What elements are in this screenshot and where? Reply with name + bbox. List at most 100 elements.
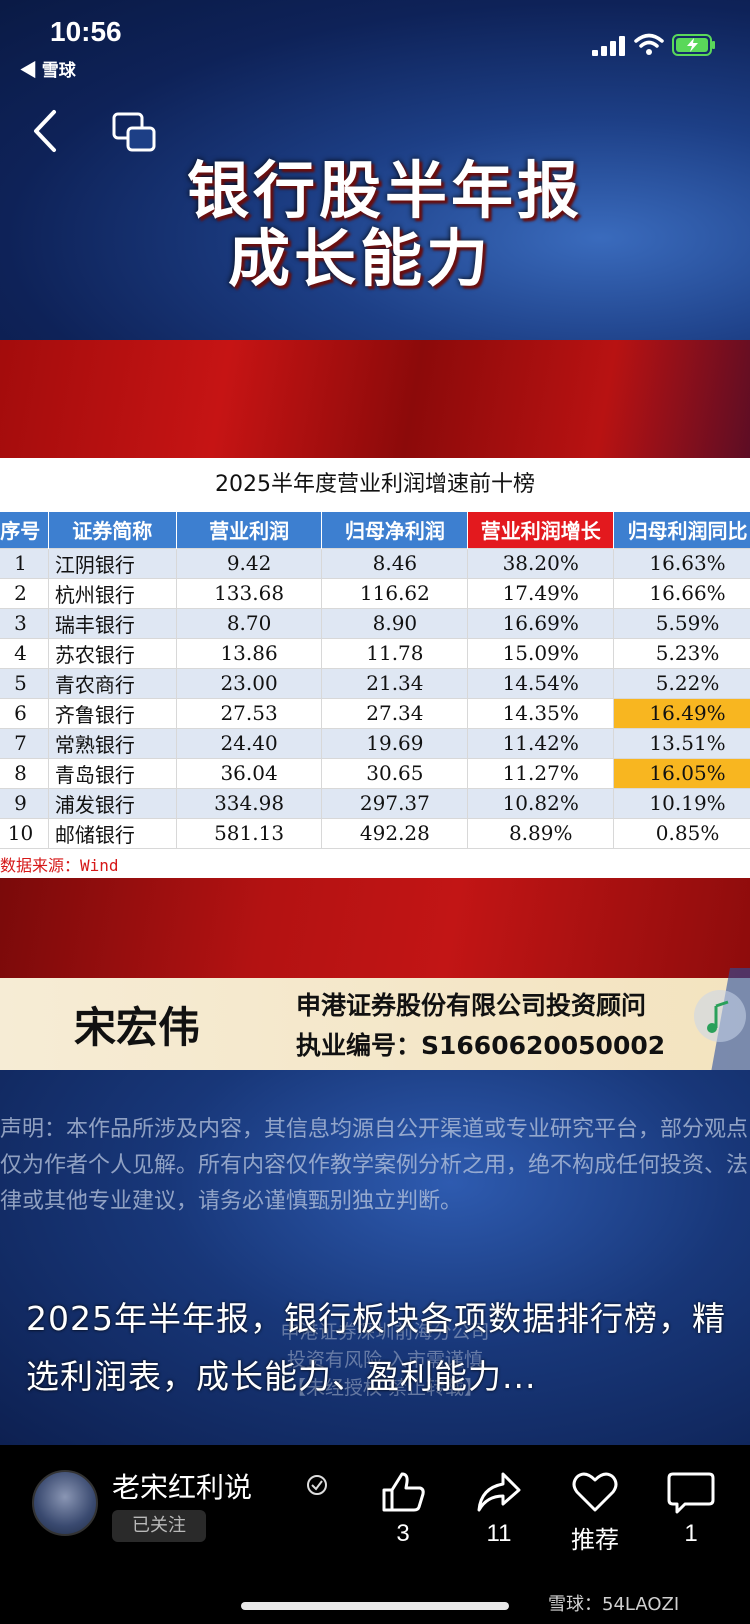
table-cell-op-growth: 11.27% bbox=[467, 757, 615, 789]
home-indicator[interactable] bbox=[241, 1602, 509, 1610]
table-cell-rank: 1 bbox=[0, 547, 49, 579]
comment-icon bbox=[667, 1472, 715, 1514]
table-cell-op-growth: 17.49% bbox=[467, 577, 615, 609]
table-row: 5 青农商行 23.00 21.34 14.54% 5.22% bbox=[0, 667, 750, 699]
table-cell-net-profit: 116.62 bbox=[321, 577, 469, 609]
header-op-profit: 营业利润 bbox=[176, 512, 323, 548]
table-cell-rank: 4 bbox=[0, 637, 49, 669]
table-cell-op-profit: 133.68 bbox=[175, 577, 323, 609]
table-cell-name: 瑞丰银行 bbox=[47, 607, 177, 639]
header-name: 证券简称 bbox=[48, 512, 177, 548]
cellular-signal-icon bbox=[592, 36, 625, 56]
table-cell-op-growth: 8.89% bbox=[467, 817, 615, 849]
table-row: 8 青岛银行 36.04 30.65 11.27% 16.05% bbox=[0, 757, 750, 789]
share-arrow-icon bbox=[477, 1472, 521, 1512]
follow-status-button[interactable]: 已关注 bbox=[112, 1510, 206, 1542]
table-cell-net-profit: 21.34 bbox=[321, 667, 469, 699]
comment-button[interactable]: 1 bbox=[656, 1470, 726, 1548]
table-cell-net-yoy: 16.05% bbox=[613, 757, 750, 789]
table-cell-rank: 9 bbox=[0, 787, 49, 819]
table-cell-op-profit: 36.04 bbox=[175, 757, 323, 789]
disclaimer-text: 声明：本作品所涉及内容，其信息均源自公开渠道或专业研究平台，部分观点仅为作者个人… bbox=[0, 1117, 749, 1214]
table-cell-op-growth: 16.69% bbox=[467, 607, 615, 639]
table-cell-name: 齐鲁银行 bbox=[47, 697, 177, 729]
table-cell-op-profit: 8.70 bbox=[175, 607, 323, 639]
header-rank: 序号 bbox=[0, 512, 49, 548]
status-time: 10:56 bbox=[50, 16, 122, 47]
table-cell-net-profit: 8.90 bbox=[321, 607, 469, 639]
table-cell-net-profit: 11.78 bbox=[321, 637, 469, 669]
table-header-row: 序号 证券简称 营业利润 归母净利润 营业利润增长 归母利润同比 bbox=[0, 512, 750, 548]
table-body: 1 江阴银行 9.42 8.46 38.20% 16.63% 2 杭州银行 133.68 116.… bbox=[0, 547, 750, 849]
table-cell-net-profit: 30.65 bbox=[321, 757, 469, 789]
watermark-line: 【未经授权 禁止转载】 bbox=[286, 1377, 484, 1399]
heart-icon bbox=[572, 1472, 618, 1512]
verified-badge-icon bbox=[307, 1475, 327, 1495]
advisor-license: 执业编号：S1660620050002 bbox=[296, 1031, 666, 1060]
picture-in-picture-icon[interactable] bbox=[112, 112, 156, 152]
table-cell-op-growth: 38.20% bbox=[467, 547, 615, 579]
share-button[interactable]: 11 bbox=[464, 1470, 534, 1548]
table-cell-name: 杭州银行 bbox=[47, 577, 177, 609]
table-cell-net-profit: 297.37 bbox=[321, 787, 469, 819]
table-cell-net-yoy: 0.85% bbox=[613, 817, 750, 849]
table-row: 2 杭州银行 133.68 116.62 17.49% 16.66% bbox=[0, 577, 750, 609]
table-cell-op-growth: 11.42% bbox=[467, 727, 615, 759]
red-banner-band bbox=[0, 340, 750, 458]
table-cell-net-yoy: 16.49% bbox=[613, 697, 750, 729]
table-cell-rank: 8 bbox=[0, 757, 49, 789]
advisor-name: 宋宏伟 bbox=[74, 1003, 201, 1052]
table-cell-name: 青岛银行 bbox=[47, 757, 177, 789]
watermark-text: 申港证券深圳前海分公司 投资有风险 入市需谨慎 【未经授权 禁止转载】 bbox=[220, 1318, 550, 1402]
table-cell-name: 常熟银行 bbox=[47, 727, 177, 759]
watermark-line: 投资有风险 入市需谨慎 bbox=[286, 1349, 484, 1371]
author-avatar[interactable] bbox=[32, 1470, 98, 1536]
like-button[interactable]: 3 bbox=[368, 1470, 438, 1548]
battery-charging-icon bbox=[672, 34, 715, 56]
table-cell-op-profit: 9.42 bbox=[175, 547, 323, 579]
table-cell-rank: 6 bbox=[0, 697, 49, 729]
music-note-icon bbox=[694, 968, 750, 1078]
table-cell-op-profit: 27.53 bbox=[175, 697, 323, 729]
wifi-icon bbox=[634, 33, 664, 55]
table-title: 2025半年度营业利润增速前十榜 bbox=[215, 472, 535, 497]
header-net-yoy: 归母利润同比 bbox=[613, 512, 750, 548]
video-top-background bbox=[0, 0, 750, 340]
red-banner-band-lower bbox=[0, 878, 750, 978]
data-source-note: 数据来源：Wind bbox=[0, 856, 119, 875]
table-cell-net-yoy: 16.63% bbox=[613, 547, 750, 579]
post-caption[interactable]: 2025年半年报，银行板块各项数据排行榜，精选利润表，成长能力、盈利能力... bbox=[26, 1299, 726, 1396]
table-cell-rank: 7 bbox=[0, 727, 49, 759]
back-to-app-link[interactable]: ◀ 雪球 bbox=[20, 61, 76, 80]
table-row: 4 苏农银行 13.86 11.78 15.09% 5.23% bbox=[0, 637, 750, 669]
table-cell-net-profit: 27.34 bbox=[321, 697, 469, 729]
ranking-table-wrap: 序号 证券简称 营业利润 归母净利润 营业利润增长 归母利润同比 1 江阴银行 9.… bbox=[0, 512, 750, 849]
table-row: 10 邮储银行 581.13 492.28 8.89% 0.85% bbox=[0, 817, 750, 849]
table-cell-net-profit: 8.46 bbox=[321, 547, 469, 579]
table-cell-name: 浦发银行 bbox=[47, 787, 177, 819]
table-cell-op-growth: 15.09% bbox=[467, 637, 615, 669]
table-cell-op-growth: 14.54% bbox=[467, 667, 615, 699]
table-cell-net-yoy: 5.23% bbox=[613, 637, 750, 669]
thumbs-up-icon bbox=[382, 1472, 425, 1512]
comment-count: 1 bbox=[684, 1520, 698, 1547]
like-count: 3 bbox=[396, 1520, 410, 1547]
table-cell-op-profit: 24.40 bbox=[175, 727, 323, 759]
table-row: 3 瑞丰银行 8.70 8.90 16.69% 5.59% bbox=[0, 607, 750, 639]
advisor-company: 申港证券股份有限公司投资顾问 bbox=[296, 991, 647, 1020]
table-cell-name: 邮储银行 bbox=[47, 817, 177, 849]
back-arrow-icon[interactable] bbox=[30, 108, 60, 154]
brand-watermark: 雪球：54LAOZI bbox=[548, 1594, 680, 1615]
recommend-button[interactable]: 推荐 bbox=[560, 1470, 630, 1555]
advisor-name-card: 宋宏伟 申港证券股份有限公司投资顾问 执业编号：S1660620050002 bbox=[0, 978, 750, 1070]
watermark-line: 申港证券深圳前海分公司 bbox=[280, 1321, 490, 1343]
table-cell-rank: 2 bbox=[0, 577, 49, 609]
table-cell-net-profit: 492.28 bbox=[321, 817, 469, 849]
table-cell-name: 青农商行 bbox=[47, 667, 177, 699]
author-name[interactable]: 老宋红利说 bbox=[112, 1471, 253, 1504]
table-row: 1 江阴银行 9.42 8.46 38.20% 16.63% bbox=[0, 547, 750, 579]
header-op-growth: 营业利润增长 bbox=[467, 512, 615, 548]
table-cell-op-growth: 14.35% bbox=[467, 697, 615, 729]
table-cell-net-yoy: 13.51% bbox=[613, 727, 750, 759]
